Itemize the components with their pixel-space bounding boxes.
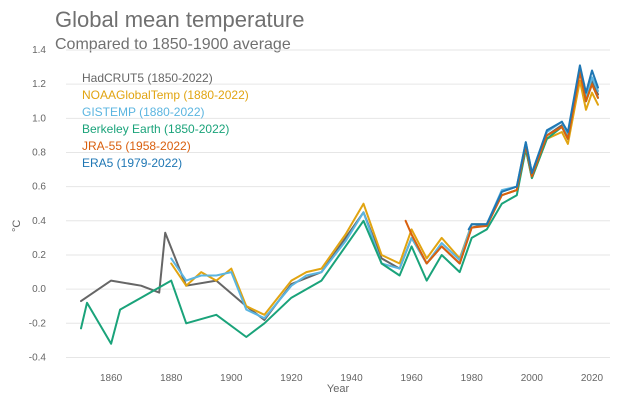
x-tick-label: 1880: [160, 373, 183, 384]
x-tick-label: 1980: [461, 373, 484, 384]
legend-entry: NOAAGlobalTemp (1880-2022): [82, 88, 249, 102]
y-tick-label: 1.0: [32, 113, 46, 124]
y-tick-label: 0.0: [32, 284, 46, 295]
y-axis-label: °C: [11, 220, 23, 232]
y-tick-label: 1.4: [32, 45, 46, 56]
legend-entry: JRA-55 (1958-2022): [82, 139, 191, 153]
grid: [66, 49, 610, 358]
series-line: [170, 79, 599, 316]
y-axis-ticks: -0.4 -0.2 0.0 0.2 0.4 0.6 0.8 1.0 1.2 1.4: [29, 45, 47, 363]
legend-entry: Berkeley Earth (1850-2022): [82, 122, 229, 136]
y-tick-label: 0.4: [32, 216, 46, 227]
x-axis-label: Year: [327, 383, 350, 395]
series-line: [404, 71, 599, 265]
series-line: [467, 64, 599, 231]
y-tick-label: 0.8: [32, 147, 46, 158]
x-axis-ticks: 1860 1880 1900 1920 1940 1960 1980 2000 2020: [100, 373, 604, 384]
x-tick-label: 1900: [220, 373, 243, 384]
x-tick-label: 2000: [521, 373, 544, 384]
chart-subtitle: Compared to 1850-1900 average: [55, 36, 291, 53]
x-tick-label: 1940: [340, 373, 363, 384]
x-tick-label: 1920: [280, 373, 303, 384]
legend-entry: GISTEMP (1880-2022): [82, 105, 205, 119]
x-tick-label: 1860: [100, 373, 123, 384]
legend: HadCRUT5 (1850-2022) NOAAGlobalTemp (1880…: [82, 71, 249, 170]
legend-entry: HadCRUT5 (1850-2022): [82, 71, 213, 85]
x-tick-label: 1960: [401, 373, 424, 384]
x-tick-label: 2020: [581, 373, 604, 384]
y-tick-label: -0.4: [29, 352, 47, 363]
y-tick-label: -0.2: [29, 318, 47, 329]
series-line: [170, 69, 599, 320]
y-tick-label: 1.2: [32, 79, 46, 90]
series-lines: [80, 64, 599, 345]
y-tick-label: 0.6: [32, 182, 46, 193]
y-tick-label: 0.2: [32, 250, 46, 261]
chart-title: Global mean temperature: [55, 7, 304, 32]
legend-entry: ERA5 (1979-2022): [82, 156, 182, 170]
